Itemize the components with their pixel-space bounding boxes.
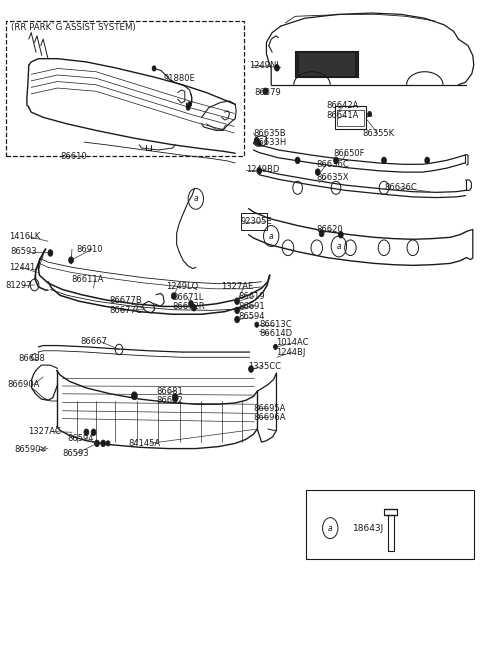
Text: 86636C: 86636C [384,183,417,192]
Text: 86672R: 86672R [173,302,205,311]
Bar [306,490,474,559]
Text: 86667: 86667 [81,337,108,346]
Circle shape [95,440,99,447]
Text: 86590: 86590 [14,445,41,454]
Circle shape [255,322,259,327]
Bar [335,106,366,129]
Text: 1335CC: 1335CC [248,362,281,371]
Circle shape [338,231,343,238]
Circle shape [101,440,106,447]
Text: 86690A: 86690A [7,380,39,389]
Circle shape [382,157,386,164]
Text: 86642A: 86642A [326,101,359,110]
Circle shape [186,105,190,110]
Text: 86677B: 86677B [109,296,142,305]
Circle shape [235,298,240,304]
Text: 1014AC: 1014AC [276,338,309,348]
Circle shape [69,257,73,263]
Text: 86682: 86682 [156,396,183,405]
Text: 1244BJ: 1244BJ [276,348,305,357]
Bar [337,110,364,126]
Text: 86635B: 86635B [253,128,286,138]
Text: 86613C: 86613C [259,320,292,329]
Circle shape [171,293,176,299]
Text: 86681: 86681 [156,387,183,396]
Text: 1327AE: 1327AE [221,282,253,291]
Text: 86593: 86593 [62,449,89,458]
Text: 12441: 12441 [9,263,35,272]
Text: 1249BD: 1249BD [246,165,279,174]
Text: 1249LQ: 1249LQ [166,282,198,291]
Circle shape [257,141,261,146]
Text: 86641A: 86641A [326,111,359,120]
Text: 81297: 81297 [6,281,32,290]
Bar [241,213,267,230]
Text: a: a [269,231,274,241]
Text: 86635X: 86635X [317,173,349,182]
Text: 86633H: 86633H [253,138,287,147]
Circle shape [188,102,192,107]
Text: a: a [328,524,333,533]
Text: 86636C: 86636C [317,160,349,169]
Text: 86677C: 86677C [109,306,142,315]
Bar [295,51,358,77]
Text: 1416LK: 1416LK [9,232,40,241]
Text: a: a [336,242,341,251]
Text: 86691: 86691 [239,302,265,311]
Text: 86688: 86688 [18,354,45,363]
Circle shape [319,230,324,237]
Text: 92305E: 92305E [241,217,273,226]
Circle shape [189,301,193,307]
Text: 86611A: 86611A [71,274,103,284]
Circle shape [254,138,259,144]
Text: 91880E: 91880E [163,74,195,83]
Text: 86610: 86610 [60,152,86,161]
Circle shape [249,366,253,372]
Text: (RR PARK`G ASSIST SYSTEM): (RR PARK`G ASSIST SYSTEM) [11,23,135,32]
Circle shape [48,250,53,256]
Text: 84145A: 84145A [129,439,161,448]
Circle shape [334,157,338,164]
Circle shape [91,429,96,436]
Text: 86593: 86593 [11,247,37,256]
Text: 86619: 86619 [239,291,265,301]
Text: 86594: 86594 [239,312,265,321]
Text: 86594: 86594 [67,434,94,443]
Circle shape [192,304,196,311]
Text: a: a [193,194,198,203]
Circle shape [263,88,268,95]
Text: 86910: 86910 [77,244,103,254]
Circle shape [106,441,110,446]
Circle shape [274,344,277,349]
Circle shape [235,316,240,323]
Circle shape [275,65,279,71]
Circle shape [368,111,372,117]
Text: 86696A: 86696A [253,413,286,422]
Circle shape [235,307,240,314]
Text: 86650F: 86650F [334,149,365,158]
Circle shape [132,392,137,400]
Text: 86379: 86379 [254,88,281,97]
Circle shape [425,157,430,164]
Text: 86355K: 86355K [362,129,395,138]
Circle shape [152,66,156,71]
Circle shape [257,168,262,174]
Text: 86695A: 86695A [253,404,286,413]
Text: 1327AC: 1327AC [28,427,60,436]
Bar [6,21,244,156]
Circle shape [295,157,300,164]
Text: 86614D: 86614D [259,329,292,338]
Text: 86620: 86620 [317,225,343,234]
Text: 86671L: 86671L [173,293,204,302]
Bar [298,52,355,76]
Text: 1249NL: 1249NL [249,61,281,70]
Text: 18643J: 18643J [353,524,384,533]
Circle shape [315,169,320,175]
Circle shape [172,394,178,402]
Circle shape [84,429,89,436]
